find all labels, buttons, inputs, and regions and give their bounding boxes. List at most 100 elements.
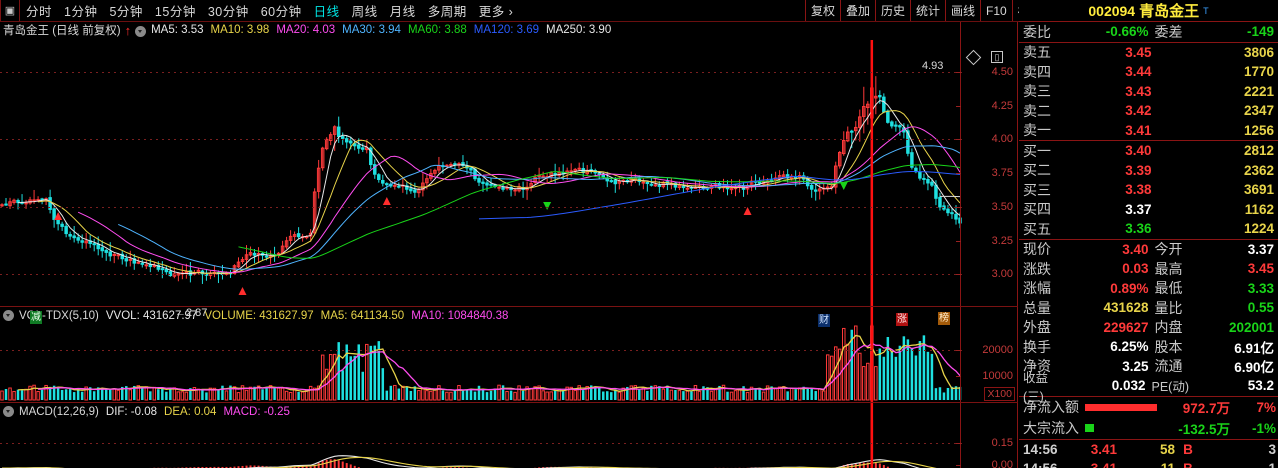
axis-tick-label: 10000	[982, 370, 1013, 382]
tick-extra: 1	[1268, 460, 1276, 468]
chart-ma-header: 青岛金王 (日线 前复权) ↑ MA5: 3.53 MA10: 3.98 MA2…	[0, 22, 1018, 38]
flow-value: 972.7万	[1182, 401, 1230, 416]
period-selector: ▣ 分时 1分钟 5分钟 15分钟 30分钟 60分钟 日线 周线 月线 多周期…	[0, 0, 519, 21]
marker-cai[interactable]: 财	[818, 314, 830, 327]
ask-price: 3.43	[1125, 83, 1152, 99]
divider-weibi	[1019, 41, 1278, 43]
ask-row[interactable]: 卖五 3.45 3806	[1019, 43, 1278, 63]
ask-label: 卖二	[1023, 102, 1051, 119]
panel-toggle-icon[interactable]: ▯	[991, 51, 1003, 63]
stat-value-left: 3.40	[1122, 241, 1149, 257]
ask-row[interactable]: 卖三 3.43 2221	[1019, 82, 1278, 102]
flow-percent: 7%	[1256, 399, 1276, 415]
ask-row[interactable]: 卖四 3.44 1770	[1019, 62, 1278, 82]
period-30min[interactable]: 30分钟	[207, 5, 249, 19]
macd-bars	[2, 420, 937, 468]
chart-area[interactable]: 青岛金王 (日线 前复权) ↑ MA5: 3.53 MA10: 3.98 MA2…	[0, 22, 1018, 468]
vol-chevron-down-icon[interactable]	[3, 310, 14, 321]
marker-jian[interactable]: 减	[30, 311, 42, 324]
stat-label-right: 股本	[1154, 338, 1183, 355]
bid-volume: 1224	[1243, 221, 1274, 237]
ask-label: 卖三	[1023, 83, 1051, 100]
bid-row[interactable]: 买五 3.36 1224	[1019, 219, 1278, 239]
stat-row: 收益(三) 0.032 PE(动) 53.2	[1019, 371, 1278, 404]
button-huaxian[interactable]: 画线	[945, 0, 982, 21]
period-weekly[interactable]: 周线	[351, 5, 378, 19]
period-fenshi[interactable]: 分时	[26, 5, 53, 19]
diamond-icon[interactable]	[965, 49, 982, 66]
stat-row: 涨跌 0.03 最高 3.45	[1019, 259, 1278, 279]
vol-ma10-value: MA10: 1084840.38	[411, 309, 509, 322]
stat-value-left: 6.25%	[1110, 339, 1149, 355]
period-1min[interactable]: 1分钟	[64, 5, 98, 19]
period-60min[interactable]: 60分钟	[260, 5, 302, 19]
bid-price: 3.39	[1125, 162, 1152, 178]
button-tongji[interactable]: 统计	[910, 0, 947, 21]
bid-row[interactable]: 买二 3.39 2362	[1019, 161, 1278, 181]
tick-extra: 3	[1268, 441, 1276, 457]
stat-row: 涨幅 0.89% 最低 3.33	[1019, 279, 1278, 299]
ask-row[interactable]: 卖一 3.41 1256	[1019, 121, 1278, 141]
chevron-down-icon[interactable]	[135, 25, 147, 37]
ma30-label: MA30: 3.94	[342, 24, 401, 36]
period-daily[interactable]: 日线	[313, 5, 340, 19]
quote-panel: 002094 青岛金王 T 委比 -0.66% 委差 -149 卖五 3.45 38…	[1019, 0, 1278, 468]
period-more[interactable]: 更多 ›	[478, 5, 514, 19]
window-icon[interactable]: ▣	[0, 0, 20, 21]
gridline	[0, 350, 962, 351]
period-15min[interactable]: 15分钟	[154, 5, 196, 19]
low-price-label: ←2.87	[175, 307, 208, 319]
vol-vvol-value: VVOL: 431627.97	[105, 309, 198, 322]
tick-volume: 58	[1159, 441, 1175, 457]
stat-value-left: 3.25	[1122, 358, 1149, 374]
marker-bang[interactable]: 榜	[938, 312, 950, 325]
bid-row[interactable]: 买一 3.40 2812	[1019, 141, 1278, 161]
money-flow: 净流入额 972.7万 7% 大宗流入 -132.5万 -1%	[1019, 397, 1278, 439]
bid-row[interactable]: 买四 3.37 1162	[1019, 200, 1278, 220]
stat-value-left: 0.032	[1111, 378, 1146, 394]
tick-time: 14:56	[1023, 441, 1058, 457]
bid-row[interactable]: 买三 3.38 3691	[1019, 180, 1278, 200]
button-fuquan[interactable]: 复权	[804, 0, 841, 21]
divider-vol-macd	[0, 402, 1018, 403]
ma120-label: MA120: 3.69	[473, 24, 540, 36]
macd-chevron-down-icon[interactable]	[3, 406, 14, 417]
volume-axis-unit: X100	[984, 387, 1015, 401]
stat-row: 现价 3.40 今开 3.37	[1019, 240, 1278, 260]
axis-tick-label: 0.00	[991, 459, 1013, 468]
axis-vertical-line	[960, 22, 961, 468]
flow-row: 大宗流入 -132.5万 -1%	[1019, 418, 1278, 439]
ma10-label: MA10: 3.98	[210, 24, 270, 36]
bid-label: 买一	[1023, 142, 1051, 159]
bid-price: 3.36	[1125, 221, 1152, 237]
marker-zhang[interactable]: 涨	[896, 313, 908, 326]
gridline	[0, 442, 962, 444]
button-f10[interactable]: F10	[980, 0, 1013, 21]
period-multi[interactable]: 多周期	[427, 5, 467, 19]
ask-volume: 1770	[1243, 64, 1274, 80]
button-diejia[interactable]: 叠加	[839, 0, 876, 21]
stat-label-right: 内盘	[1154, 319, 1183, 336]
tick-row[interactable]: 14:56 3.41 11 B 1	[1019, 459, 1278, 468]
macd-dif-value: DIF: -0.08	[105, 405, 158, 418]
volume-bars	[0, 324, 962, 402]
vol-indicator-header: VOL-TDX(5,10) VVOL: 431627.97 VOLUME: 43…	[0, 308, 1018, 323]
tick-row[interactable]: 14:56 3.41 58 B 3	[1019, 440, 1278, 459]
ask-label: 卖四	[1023, 63, 1051, 80]
ask-row[interactable]: 卖二 3.42 2347	[1019, 101, 1278, 121]
tick-price: 3.41	[1090, 441, 1117, 457]
period-monthly[interactable]: 月线	[389, 5, 416, 19]
stat-label-left: 收益(三)	[1023, 370, 1049, 404]
vol-ma5-value: MA5: 641134.50	[320, 309, 405, 322]
stat-label-left: 涨跌	[1023, 260, 1051, 277]
button-lishi[interactable]: 历史	[874, 0, 911, 21]
vol-volume-value: VOLUME: 431627.97	[204, 309, 314, 322]
bid-label: 买二	[1023, 162, 1051, 179]
tick-volume: 11	[1160, 460, 1175, 468]
tick-side: B	[1183, 441, 1193, 457]
period-5min[interactable]: 5分钟	[109, 5, 143, 19]
bid-label: 买四	[1023, 201, 1051, 218]
stat-label-right: 流通	[1154, 358, 1183, 375]
stat-label-left: 外盘	[1023, 319, 1051, 336]
